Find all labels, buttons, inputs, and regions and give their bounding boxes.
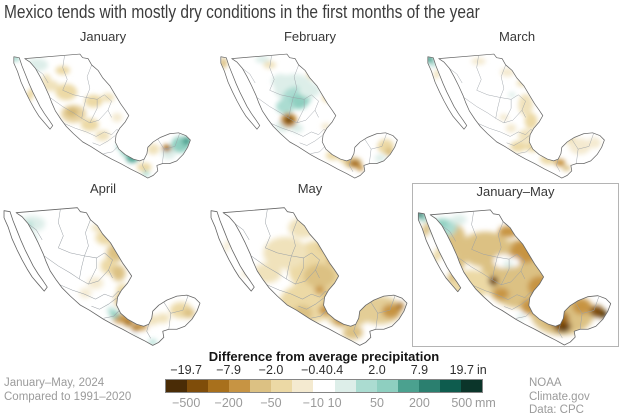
panel-label-march: March bbox=[498, 29, 536, 44]
tick-mm-4: 10 bbox=[327, 396, 342, 410]
tick-in-1: −7.9 bbox=[216, 363, 241, 377]
map-panel-january-may: January–May bbox=[412, 183, 619, 347]
tick-in-3: −0.4 bbox=[301, 363, 326, 377]
footer-baseline: Compared to 1991–2020 bbox=[4, 390, 132, 403]
tick-in-7: 19.7 bbox=[449, 363, 474, 377]
tick-in-5: 2.0 bbox=[368, 363, 386, 377]
colorbar-segment-4 bbox=[250, 380, 272, 392]
footer-left: January–May, 2024 Compared to 1991–2020 bbox=[4, 377, 131, 404]
tick-in-4: 0.4 bbox=[325, 363, 344, 377]
legend-mm-unit: mm bbox=[475, 396, 496, 410]
colorbar-segment-7 bbox=[313, 380, 335, 392]
footer-period: January–May, 2024 bbox=[4, 377, 105, 389]
colorbar-segment-1 bbox=[187, 380, 209, 392]
tick-in-0: −19.7 bbox=[170, 363, 203, 377]
tick-mm-3: −10 bbox=[302, 396, 325, 410]
colorbar bbox=[165, 379, 483, 393]
mexico-map-may bbox=[210, 207, 408, 346]
footer-source: Data: CPC bbox=[529, 404, 584, 413]
map-panel-april: April bbox=[0, 181, 206, 347]
panel-label-january: January bbox=[79, 29, 127, 44]
colorbar-segment-11 bbox=[397, 380, 419, 392]
mexico-map-february bbox=[220, 53, 398, 179]
footer-right: NOAA Climate.gov Data: CPC bbox=[529, 377, 620, 413]
colorbar-segment-9 bbox=[355, 380, 377, 392]
mexico-map-april bbox=[3, 207, 201, 346]
mexico-map-january-may bbox=[417, 209, 612, 346]
map-panel-may: May bbox=[207, 181, 413, 347]
tick-in-6: 7.9 bbox=[410, 363, 429, 377]
colorbar-segment-8 bbox=[334, 380, 356, 392]
colorbar-segment-0 bbox=[166, 380, 188, 392]
tick-mm-5: 50 bbox=[370, 396, 384, 410]
panel-label-may: May bbox=[297, 181, 323, 196]
colorbar-segment-2 bbox=[208, 380, 230, 392]
colorbar-segment-14 bbox=[460, 380, 482, 392]
tick-in-2: −2.0 bbox=[258, 363, 284, 377]
tick-mm-0: −500 bbox=[172, 396, 201, 410]
colorbar-segment-6 bbox=[292, 380, 314, 392]
panel-label-january-may: January–May bbox=[476, 184, 555, 199]
map-panel-february: February bbox=[207, 29, 413, 179]
tick-mm-7: 500 bbox=[451, 396, 473, 410]
colorbar-segment-13 bbox=[439, 380, 461, 392]
panel-label-april: April bbox=[89, 181, 116, 196]
tick-mm-6: 200 bbox=[408, 396, 430, 410]
panel-label-february: February bbox=[283, 29, 337, 44]
tick-mm-1: −200 bbox=[214, 396, 243, 410]
colorbar-segment-3 bbox=[229, 380, 251, 392]
colorbar-segment-5 bbox=[271, 380, 293, 392]
mexico-map-january bbox=[13, 53, 191, 179]
legend-inch-labels: in −19.7 −7.9 −2.0 −0.4 0.4 2.0 7.9 19.7 bbox=[165, 363, 486, 377]
mexico-map-march bbox=[427, 53, 605, 179]
legend-title: Difference from average precipitation bbox=[208, 349, 440, 364]
map-panel-january: January bbox=[0, 29, 206, 179]
tick-mm-2: −50 bbox=[260, 396, 282, 410]
legend-inch-unit: in bbox=[477, 363, 487, 377]
map-panel-march: March bbox=[414, 29, 620, 179]
page-title: Mexico tends with mostly dry conditions … bbox=[4, 2, 480, 22]
colorbar-segment-10 bbox=[376, 380, 398, 392]
legend-mm-labels: mm −500 −200 −50 −10 10 50 200 500 bbox=[165, 396, 496, 410]
colorbar-segment-12 bbox=[418, 380, 440, 392]
footer-credit: NOAA Climate.gov bbox=[529, 377, 590, 403]
